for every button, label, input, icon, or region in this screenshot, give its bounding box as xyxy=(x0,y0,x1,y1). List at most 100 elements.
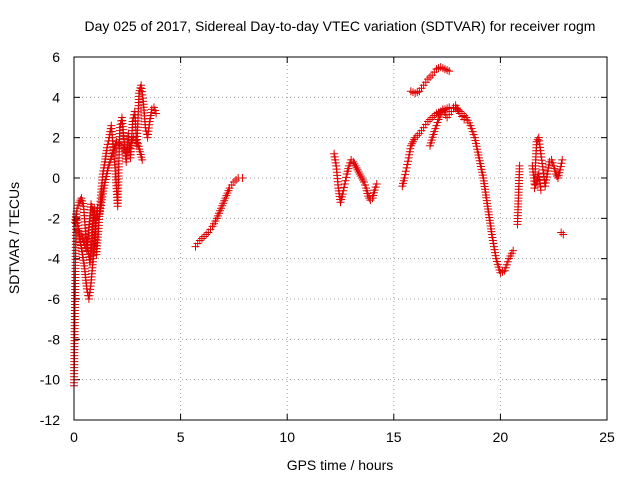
data-point xyxy=(341,176,350,185)
data-point xyxy=(496,268,505,277)
data-point xyxy=(406,87,415,96)
data-point xyxy=(347,155,356,164)
data-point xyxy=(556,165,565,174)
grid-layer xyxy=(74,57,607,420)
data-point xyxy=(354,167,363,176)
data-point xyxy=(238,174,247,182)
data-point xyxy=(342,173,351,182)
data-point xyxy=(358,176,367,185)
data-point xyxy=(413,131,422,140)
data-point xyxy=(103,143,112,152)
data-point xyxy=(138,155,147,164)
data-point xyxy=(121,147,130,156)
data-point xyxy=(202,230,211,239)
data-point xyxy=(432,65,441,74)
data-point xyxy=(411,89,420,98)
data-point xyxy=(515,161,524,170)
data-point xyxy=(410,135,419,144)
data-point xyxy=(229,178,238,187)
data-point xyxy=(349,157,358,166)
data-point xyxy=(440,65,449,74)
y-tick-label: -6 xyxy=(48,291,61,307)
y-axis-label: SDTVAR / TECUs xyxy=(6,182,22,294)
data-point xyxy=(147,105,156,114)
data-point xyxy=(93,212,102,221)
data-point xyxy=(411,133,420,142)
data-point xyxy=(353,165,362,174)
y-tick-label: 6 xyxy=(52,49,60,65)
data-point xyxy=(445,67,454,76)
data-point xyxy=(426,115,435,124)
y-tick-label: -12 xyxy=(40,412,60,428)
data-point xyxy=(423,117,432,126)
data-point xyxy=(558,155,567,164)
data-point xyxy=(351,161,360,170)
data-point xyxy=(545,157,554,166)
data-point xyxy=(357,174,366,182)
chart-title: Day 025 of 2017, Sidereal Day-to-day VTE… xyxy=(85,18,596,34)
data-point xyxy=(401,170,410,179)
data-point xyxy=(364,192,373,201)
x-tick-label: 15 xyxy=(386,429,402,445)
data-point xyxy=(430,111,439,120)
data-point xyxy=(402,163,411,172)
data-point xyxy=(112,137,121,146)
data-point xyxy=(355,169,364,178)
data-points xyxy=(70,63,568,390)
data-point xyxy=(340,183,349,192)
data-point xyxy=(460,115,469,124)
data-point xyxy=(340,180,349,189)
data-point xyxy=(407,139,416,148)
data-point xyxy=(453,105,462,114)
data-point xyxy=(197,234,206,243)
data-point xyxy=(356,171,365,180)
data-point xyxy=(432,109,441,118)
data-point xyxy=(403,160,412,169)
data-point xyxy=(200,232,209,241)
data-point xyxy=(404,157,413,166)
data-point xyxy=(400,174,409,182)
x-tick-label: 0 xyxy=(70,429,78,445)
data-point xyxy=(352,163,361,172)
data-point xyxy=(428,113,437,122)
x-axis-label: GPS time / hours xyxy=(287,457,394,473)
data-point xyxy=(339,186,348,195)
data-point xyxy=(443,66,452,75)
y-tick-label: 4 xyxy=(52,89,60,105)
plot-frame xyxy=(73,56,608,421)
y-tick-label: 2 xyxy=(52,130,60,146)
data-point xyxy=(426,73,435,82)
data-point xyxy=(114,139,123,148)
data-point xyxy=(533,135,542,144)
data-point xyxy=(91,214,100,223)
x-tick-label: 5 xyxy=(177,429,185,445)
data-point xyxy=(556,162,565,171)
data-point xyxy=(557,228,566,237)
y-tick-label: -4 xyxy=(48,251,61,267)
data-point xyxy=(152,109,161,118)
data-point xyxy=(536,186,545,195)
y-tick-label: 0 xyxy=(52,170,60,186)
data-point xyxy=(509,246,518,255)
data-point xyxy=(401,167,410,176)
data-point xyxy=(372,180,381,189)
data-point xyxy=(195,236,204,245)
data-point xyxy=(559,230,568,239)
data-point xyxy=(232,176,241,185)
data-point xyxy=(408,137,417,146)
x-tick-label: 20 xyxy=(493,429,509,445)
data-point xyxy=(423,75,432,84)
data-point xyxy=(338,190,347,199)
data-point xyxy=(498,267,507,276)
data-point xyxy=(557,159,566,168)
y-tick-label: -10 xyxy=(40,372,60,388)
tick-layer: 0 5 10 15 20 25 -12 -10 -8 -6 -4 -2 0 2 4 6 xyxy=(40,49,615,445)
y-tick-label: -2 xyxy=(48,210,61,226)
data-point xyxy=(123,145,132,154)
data-point xyxy=(366,196,375,205)
x-tick-label: 10 xyxy=(279,429,295,445)
data-point xyxy=(406,141,415,150)
data-point xyxy=(436,63,445,72)
x-tick-label: 25 xyxy=(599,429,615,445)
data-point xyxy=(438,64,447,73)
